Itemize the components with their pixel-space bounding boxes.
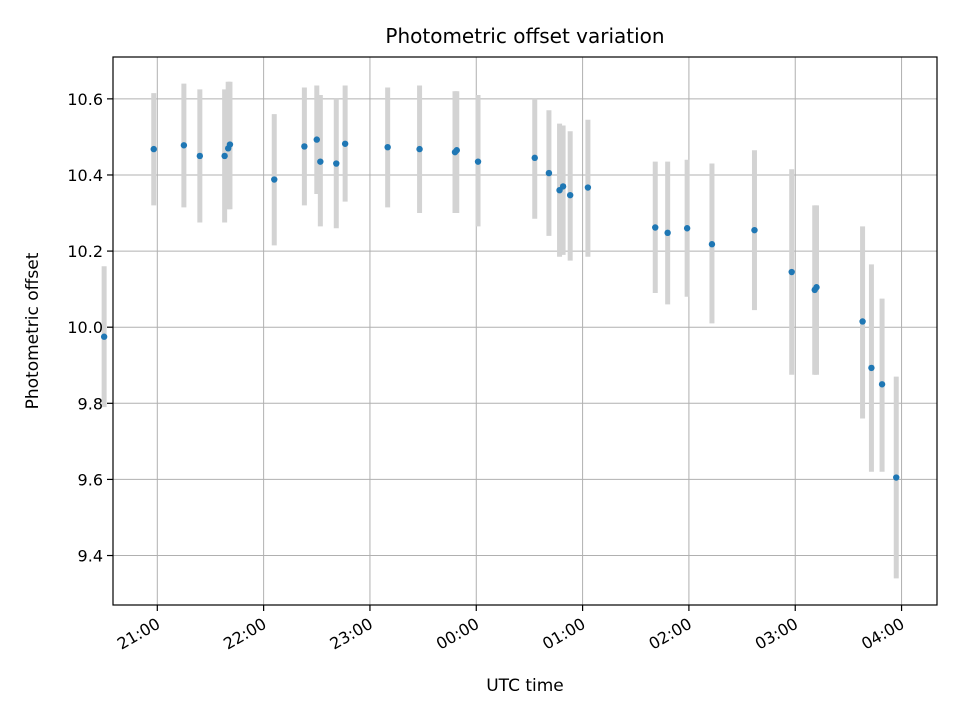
data-point: [788, 268, 795, 276]
data-point: [453, 147, 460, 154]
data-point: [813, 284, 820, 291]
y-tick-label: 9.4: [78, 547, 103, 566]
data-point: [566, 191, 574, 199]
y-tick-label: 10.4: [67, 166, 103, 185]
data-point: [384, 143, 391, 151]
data-point: [751, 226, 758, 234]
data-point: [652, 224, 659, 231]
y-tick-label: 9.8: [78, 394, 103, 413]
data-point: [100, 333, 108, 340]
data-points: [100, 136, 900, 481]
data-point: [317, 158, 324, 165]
data-point: [664, 229, 671, 237]
data-point: [683, 225, 691, 232]
data-point: [559, 183, 567, 190]
data-point: [531, 154, 538, 162]
data-point: [221, 152, 228, 160]
data-point: [878, 381, 886, 388]
data-point: [893, 474, 900, 481]
data-point: [313, 136, 320, 143]
y-tick-label: 10.6: [67, 90, 103, 109]
data-point: [416, 145, 423, 153]
data-point: [333, 160, 340, 167]
data-point: [226, 141, 234, 148]
chart-title: Photometric offset variation: [385, 24, 664, 48]
data-point: [584, 184, 592, 191]
y-tick-label: 10.2: [67, 242, 103, 261]
data-point: [150, 145, 157, 153]
data-point: [271, 176, 278, 183]
grid: [113, 57, 937, 605]
data-point: [474, 158, 482, 165]
data-point: [196, 152, 204, 160]
plot-frame: [112, 56, 938, 606]
data-point: [545, 169, 553, 177]
y-axis-title: Photometric offset: [23, 252, 43, 409]
y-tick-label: 10.0: [67, 318, 103, 337]
data-point: [341, 140, 349, 147]
data-point: [859, 318, 866, 325]
y-axis: 9.4 9.6 9.8 10.0 10.2 10.4 10.6: [67, 90, 113, 566]
y-tick-label: 9.6: [78, 470, 103, 489]
x-axis-title: UTC time: [486, 676, 564, 696]
data-point: [708, 241, 716, 248]
data-point: [180, 142, 188, 149]
data-point: [301, 143, 308, 150]
data-point: [868, 364, 875, 372]
